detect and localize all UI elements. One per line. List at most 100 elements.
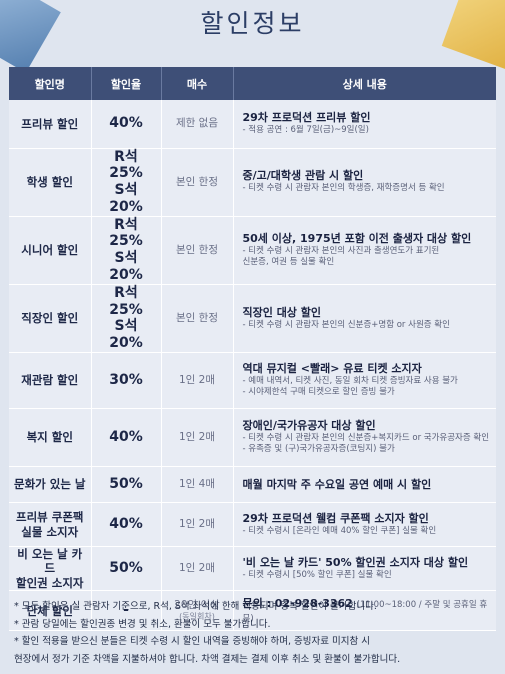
detail-line: - 시야제한석 구매 티켓으로 할인 증빙 불가 — [242, 387, 395, 398]
detail-title-text: 29차 프로덕션 프리뷰 할인 — [242, 111, 371, 125]
ticket-count: 본인 한정 — [161, 216, 234, 285]
header-detail: 상세 내용 — [233, 67, 496, 100]
detail-line: - 티켓 수령시 [50% 할인 쿠폰] 실물 확인 — [242, 569, 392, 580]
detail-title: 역대 뮤지컬 <빨래> 유료 티켓 소지자 — [243, 362, 493, 376]
detail-title: 29차 프로덕션 웰컴 쿠폰팩 소지자 할인 — [243, 512, 493, 526]
discount-rate: 40% — [91, 502, 162, 548]
discount-detail: 장애인/국가유공자 대상 할인 - 티켓 수령 시 관람자 본인의 신분증+복지카… — [233, 408, 496, 468]
ticket-count: 1인 2매 — [161, 408, 234, 468]
detail-line: - 적용 공연 : 6월 7일(금)~9일(일) — [242, 124, 369, 135]
ticket-count: 제한 없음 — [161, 100, 234, 149]
discount-name-line: 직장인 할인 — [21, 311, 79, 326]
discount-rate: R석 25% S석 20% — [91, 284, 162, 354]
detail-title-text: 장애인/국가유공자 대상 할인 — [242, 419, 376, 433]
discount-rate-line: S석 20% — [109, 182, 143, 215]
detail-title: 문의 : 02-928-3362 (11:00~18:00 / 주말 및 공휴일… — [243, 597, 493, 625]
detail-title-text: 29차 프로덕션 웰컴 쿠폰팩 소지자 할인 — [242, 511, 429, 525]
discount-detail: 역대 뮤지컬 <빨래> 유료 티켓 소지자 - 예매 내역서, 티켓 사진, 동일… — [233, 352, 496, 410]
discount-rate-line: R석 25% — [109, 284, 143, 318]
ticket-count-text: 1인 2매 — [178, 518, 216, 530]
discount-name-line: 비 오는 날 카드 — [17, 547, 83, 576]
discount-name: 문화가 있는 날 — [9, 466, 92, 504]
table-row: 재관람 할인 30% 1인 2매 역대 뮤지컬 <빨래> 유료 티켓 소지자 - 예매 … — [9, 352, 496, 410]
header-count: 매수 — [161, 67, 234, 100]
discount-detail: 직장인 대상 할인 - 티켓 수령 시 관람자 본인의 신분증+명함 or 사원증… — [233, 284, 496, 354]
ticket-count-text: 20인 이상 — [174, 599, 220, 612]
detail-title: 직장인 대상 할인 — [243, 306, 493, 320]
detail-title: 장애인/국가유공자 대상 할인 — [243, 419, 493, 433]
table-row: 문화가 있는 날 50% 1인 4매 매월 마지막 주 수요일 공연 예매 시 할인 — [9, 466, 496, 504]
discount-name: 프리뷰 할인 — [9, 100, 92, 149]
table-row: 프리뷰 쿠폰팩 실물 소지자 40% 1인 2매 29차 프로덕션 웰컴 쿠폰팩 소지자… — [9, 502, 496, 548]
detail-line: - 티켓 수령 시 관람자 본인의 신분증+명함 or 사원증 확인 — [242, 319, 450, 330]
table-row: 단체 할인 - 20인 이상 (동일회차) 문의 : 02-928-3362 (11:0… — [9, 590, 496, 632]
discount-rate-line: - — [123, 602, 129, 619]
table-row: 프리뷰 할인 40% 제한 없음 29차 프로덕션 프리뷰 할인 - 적용 공연 : 6… — [9, 100, 496, 149]
table-row: 직장인 할인 R석 25% S석 20% 본인 한정 직장인 대상 할인 - 티켓 수령 … — [9, 284, 496, 354]
discount-rate: 40% — [91, 408, 162, 468]
detail-title-text: 문의 : 02-928-3362 — [242, 596, 353, 610]
detail-title-text: 매월 마지막 주 수요일 공연 예매 시 할인 — [242, 477, 432, 491]
discount-rate-line: 40% — [109, 429, 143, 446]
ticket-count-text: 본인 한정 — [176, 175, 218, 188]
ticket-count: 1인 4매 — [161, 466, 234, 504]
ticket-count: 1인 2매 — [161, 502, 234, 548]
discount-name: 비 오는 날 카드 할인권 소지자 — [9, 546, 92, 592]
discount-name-line: 프리뷰 할인 — [21, 116, 79, 131]
table-row: 시니어 할인 R석 25% S석 20% 본인 한정 50세 이상, 1975년 포함 … — [9, 216, 496, 285]
discount-detail: 29차 프로덕션 프리뷰 할인 - 적용 공연 : 6월 7일(금)~9일(일) — [233, 100, 496, 149]
detail-title-note: (11:00~18:00 / 주말 및 공휴일 휴무) — [242, 599, 488, 624]
discount-rate: 40% — [91, 100, 162, 149]
discount-name-line: 문화가 있는 날 — [14, 477, 86, 492]
ticket-count: 1인 2매 — [161, 352, 234, 410]
discount-detail: 29차 프로덕션 웰컴 쿠폰팩 소지자 할인 - 티켓 수령시 [온라인 예매 4… — [233, 502, 496, 548]
discount-detail: 문의 : 02-928-3362 (11:00~18:00 / 주말 및 공휴일… — [233, 590, 496, 632]
discount-rate: - — [91, 590, 162, 632]
ticket-count-text: 1인 2매 — [178, 562, 216, 575]
discount-rate-line: 50% — [109, 476, 143, 493]
page-title: 할인정보 — [200, 9, 305, 38]
table-header-row: 할인명 할인율 매수 상세 내용 — [9, 67, 496, 100]
discount-rate-line: 50% — [109, 560, 143, 577]
discount-name: 단체 할인 — [9, 590, 92, 632]
discount-detail: 중/고/대학생 관람 시 할인 - 티켓 수령 시 관람자 본인의 학생증, 재학… — [233, 148, 496, 217]
header-name: 할인명 — [9, 67, 92, 100]
table-row: 비 오는 날 카드 할인권 소지자 50% 1인 2매 '비 오는 날 카드' 50% … — [9, 546, 496, 592]
ticket-count: 1인 2매 — [161, 546, 234, 592]
discount-name-line: 프리뷰 쿠폰팩 — [16, 510, 84, 525]
discount-name: 직장인 할인 — [9, 284, 92, 354]
discount-rate-line: S석 20% — [109, 318, 143, 352]
detail-title-text: 직장인 대상 할인 — [242, 305, 322, 319]
detail-title: 50세 이상, 1975년 포함 이전 출생자 대상 할인 — [243, 232, 493, 246]
ticket-count-text: 본인 한정 — [176, 311, 218, 324]
discount-name-line: 실물 소지자 — [21, 524, 79, 539]
detail-line: - 티켓 수령 시 관람자 본인의 학생증, 재학증명서 등 확인 — [242, 183, 445, 194]
discount-rate-line: S석 20% — [109, 250, 143, 284]
note-line: * 관람 당일에는 할인권종 변경 및 취소, 환불이 모두 불가합니다. — [14, 618, 271, 630]
ticket-count: 본인 한정 — [161, 148, 234, 217]
discount-name-line: 재관람 할인 — [21, 373, 79, 388]
detail-title: 중/고/대학생 관람 시 할인 — [243, 169, 493, 183]
discount-rate-line: 40% — [109, 115, 143, 132]
discount-name: 프리뷰 쿠폰팩 실물 소지자 — [9, 502, 92, 548]
detail-line: - 티켓 수령 시 관람자 본인의 신분증+복지카드 or 국가유공자증 확인 — [242, 432, 490, 443]
ticket-count: 본인 한정 — [161, 284, 234, 354]
discount-rate: R석 25% S석 20% — [91, 148, 162, 217]
ticket-count-sub: (동일회차) — [179, 612, 215, 622]
discount-name-line: 할인권 소지자 — [16, 575, 84, 590]
note-line: 현장에서 정가 기준 차액을 지불하셔야 합니다. 차액 결제는 결제 이후 취… — [14, 653, 401, 665]
discount-rate: 50% — [91, 546, 162, 592]
discount-name: 재관람 할인 — [9, 352, 92, 410]
discount-rate-line: 40% — [109, 516, 143, 533]
discount-name-line: 복지 할인 — [26, 430, 73, 445]
discount-name: 학생 할인 — [9, 148, 92, 217]
discount-detail: 50세 이상, 1975년 포함 이전 출생자 대상 할인 - 티켓 수령 시 관… — [233, 216, 496, 285]
discount-table: 할인명 할인율 매수 상세 내용 프리뷰 할인 40% 제한 없음 29차 프로덕션 … — [9, 67, 496, 632]
discount-rate-line: R석 25% — [109, 216, 143, 250]
ticket-count-text: 본인 한정 — [176, 243, 218, 256]
notes: * 모든 할인은 실 관람자 기준으로, R석, S석 좌석에 한해 적용되며 … — [14, 598, 496, 668]
discount-rate-line: R석 25% — [109, 148, 143, 182]
header-rate: 할인율 — [91, 67, 162, 100]
detail-line: - 티켓 수령 시 관람자 본인의 사진과 출생연도가 표기된 — [242, 245, 440, 256]
ticket-count-text: 제한 없음 — [176, 117, 218, 130]
